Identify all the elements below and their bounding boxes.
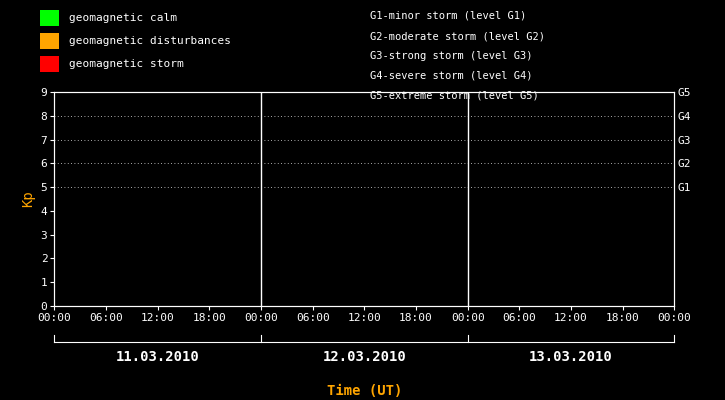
Text: G2-moderate storm (level G2): G2-moderate storm (level G2) [370, 31, 544, 41]
Text: G3-strong storm (level G3): G3-strong storm (level G3) [370, 51, 532, 61]
Text: geomagnetic storm: geomagnetic storm [69, 60, 183, 70]
Text: 11.03.2010: 11.03.2010 [116, 350, 199, 364]
Text: G4-severe storm (level G4): G4-severe storm (level G4) [370, 71, 532, 81]
Text: Time (UT): Time (UT) [327, 384, 402, 398]
Text: G1-minor storm (level G1): G1-minor storm (level G1) [370, 11, 526, 21]
Text: G5-extreme storm (level G5): G5-extreme storm (level G5) [370, 91, 539, 101]
Y-axis label: Kp: Kp [21, 191, 35, 207]
Text: 13.03.2010: 13.03.2010 [529, 350, 613, 364]
Text: geomagnetic disturbances: geomagnetic disturbances [69, 36, 231, 46]
Text: geomagnetic calm: geomagnetic calm [69, 13, 177, 23]
Text: 12.03.2010: 12.03.2010 [323, 350, 406, 364]
